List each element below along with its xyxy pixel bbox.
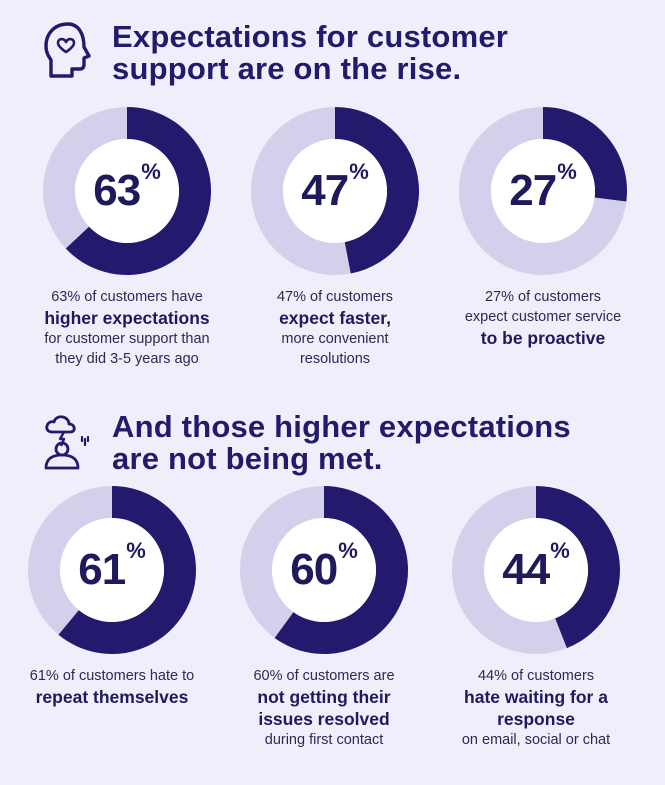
donut-center	[491, 139, 595, 243]
percent-sign: %	[557, 159, 577, 184]
donut-caption: 60% of customers are not getting their iss…	[224, 666, 424, 750]
donut-percentage-label: 61%	[26, 484, 198, 656]
donut-slice-value	[335, 107, 420, 274]
caption-text: expect customer service	[464, 309, 622, 325]
section-1-title: Expectations for customer support are on…	[112, 21, 508, 85]
donut-slice-remainder	[251, 107, 351, 275]
donut-percentage-label: 63%	[41, 105, 213, 277]
stressed-person-cloud-icon	[44, 415, 90, 470]
donut-caption: 47% of customers expect faster, more conve…	[235, 287, 435, 369]
donut-percentage-label: 44%	[450, 484, 622, 656]
donut-svg	[240, 486, 408, 654]
percentage-number: 47	[301, 166, 349, 215]
donut-svg	[251, 107, 420, 275]
caption-text: 44% of customers	[477, 668, 595, 684]
donut-svg	[43, 107, 211, 275]
donut-slice-remainder	[27, 486, 112, 635]
head-heart-icon	[44, 22, 91, 78]
percent-sign: %	[338, 538, 358, 563]
section-1-title-line2: support are on the rise.	[112, 51, 462, 86]
donut-percentage-label: 60%	[238, 484, 410, 656]
donut-slice-remainder	[240, 486, 324, 638]
donut-slice-remainder	[452, 486, 567, 654]
donut-slice-value	[543, 107, 627, 202]
caption-text: 61% of customers hate to	[29, 668, 195, 684]
caption-highlight: to be proactive	[480, 328, 606, 348]
donut-caption: 63% of customers have higher expectations…	[27, 287, 227, 369]
donut-svg	[27, 486, 196, 654]
section-2-title: And those higher expectations are not be…	[112, 411, 571, 475]
donut-center	[60, 518, 164, 622]
donut-slice-value	[58, 486, 196, 654]
donut-caption: 27% of customers expect customer service t…	[443, 287, 643, 349]
caption-text: during first contact	[264, 732, 384, 748]
section-heading-2: And those higher expectations are not be…	[0, 404, 665, 494]
section-2-title-line2: are not being met.	[112, 441, 383, 476]
caption-text: 27% of customers	[484, 289, 602, 305]
donut-slice-remainder	[43, 107, 127, 249]
caption-highlight: expect faster,	[279, 308, 391, 328]
percentage-number: 44	[502, 545, 550, 594]
caption-highlight: repeat themselves	[35, 687, 189, 707]
donut-center	[75, 139, 179, 243]
donut-svg	[452, 486, 621, 654]
donut-percentage-label: 27%	[457, 105, 629, 277]
caption-text: on email, social or chat	[461, 732, 611, 748]
caption-highlight: hate waiting for a	[464, 687, 608, 707]
section-2-title-line1: And those higher expectations	[112, 409, 571, 444]
percentage-number: 61	[78, 545, 126, 594]
donut-slice-remainder	[459, 107, 627, 275]
caption-text: they did 3-5 years ago	[55, 351, 199, 367]
percent-sign: %	[550, 538, 570, 563]
caption-text: for customer support than	[44, 331, 210, 347]
donut-caption: 44% of customers hate waiting for a respon…	[436, 666, 636, 750]
caption-highlight: not getting their	[257, 687, 391, 707]
caption-text: resolutions	[299, 351, 371, 367]
section-heading-1: Expectations for customer support are on…	[0, 14, 665, 104]
donut-center	[272, 518, 376, 622]
donut-center	[283, 139, 387, 243]
percent-sign: %	[141, 159, 161, 184]
percent-sign: %	[126, 538, 146, 563]
caption-text: 60% of customers are	[253, 668, 395, 684]
donut-caption: 61% of customers hate to repeat themselve…	[12, 666, 212, 708]
percentage-number: 63	[93, 166, 141, 215]
caption-text: more convenient	[281, 331, 389, 347]
caption-highlight: higher expectations	[44, 308, 210, 328]
caption-highlight: response	[497, 709, 575, 729]
section-1-title-line1: Expectations for customer	[112, 19, 509, 54]
caption-text: 47% of customers	[276, 289, 394, 305]
donut-center	[484, 518, 588, 622]
donut-slice-value	[536, 486, 621, 649]
donut-slice-value	[65, 107, 211, 275]
donut-svg	[459, 107, 627, 275]
caption-text: 63% of customers have	[51, 289, 203, 305]
percent-sign: %	[349, 159, 369, 184]
percentage-number: 60	[290, 545, 338, 594]
donut-slice-value	[274, 486, 408, 654]
caption-highlight: issues resolved	[258, 709, 390, 729]
percentage-number: 27	[509, 166, 557, 215]
donut-percentage-label: 47%	[249, 105, 421, 277]
